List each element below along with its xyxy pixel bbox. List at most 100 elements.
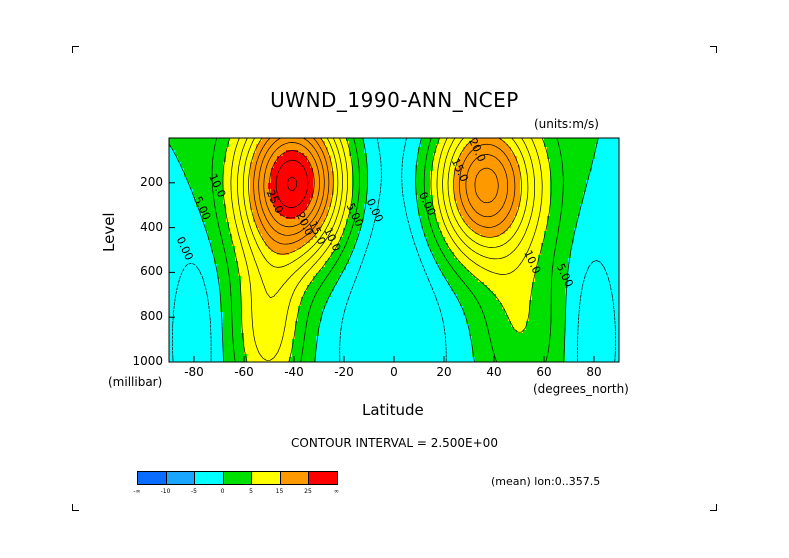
- field-cell: [325, 141, 329, 145]
- field-cell: [343, 321, 347, 325]
- field-cell: [196, 189, 200, 193]
- field-cell: [283, 354, 287, 358]
- field-cell: [274, 264, 278, 268]
- field-cell: [304, 270, 308, 274]
- field-cell: [337, 192, 341, 196]
- field-cell: [238, 261, 242, 265]
- field-cell: [364, 303, 368, 307]
- field-cell: [229, 264, 233, 268]
- field-cell: [172, 273, 176, 277]
- field-cell: [208, 276, 212, 280]
- field-cell: [331, 159, 335, 163]
- field-cell: [169, 150, 173, 154]
- field-cell: [208, 264, 212, 268]
- field-cell: [316, 159, 320, 163]
- field-cell: [169, 348, 173, 352]
- field-cell: [355, 273, 359, 277]
- field-cell: [250, 240, 254, 244]
- field-cell: [286, 345, 290, 349]
- field-cell: [346, 324, 350, 328]
- field-cell: [193, 183, 197, 187]
- field-cell: [256, 159, 260, 163]
- field-cell: [286, 351, 290, 355]
- field-cell: [316, 147, 320, 151]
- field-cell: [217, 222, 221, 226]
- field-cell: [301, 297, 305, 301]
- field-cell: [172, 351, 176, 355]
- field-cell: [277, 267, 281, 271]
- field-cell: [181, 333, 185, 337]
- field-cell: [184, 357, 188, 361]
- field-cell: [334, 144, 338, 148]
- field-cell: [223, 210, 227, 214]
- field-cell: [172, 357, 176, 361]
- field-cell: [340, 306, 344, 310]
- field-cell: [178, 201, 182, 205]
- field-cell: [352, 225, 356, 229]
- field-cell: [247, 156, 251, 160]
- field-cell: [340, 213, 344, 217]
- field-cell: [271, 324, 275, 328]
- field-cell: [220, 336, 224, 340]
- field-cell: [304, 324, 308, 328]
- field-cell: [271, 159, 275, 163]
- field-cell: [301, 138, 305, 142]
- field-cell: [196, 309, 200, 313]
- field-cell: [265, 282, 269, 286]
- field-cell: [307, 174, 311, 178]
- field-cell: [361, 171, 365, 175]
- field-cell: [316, 309, 320, 313]
- field-cell: [169, 303, 173, 307]
- field-cell: [214, 195, 218, 199]
- field-cell: [280, 333, 284, 337]
- field-cell: [346, 243, 350, 247]
- field-cell: [364, 228, 368, 232]
- field-cell: [298, 195, 302, 199]
- field-cell: [286, 165, 290, 169]
- field-cell: [262, 342, 266, 346]
- field-cell: [304, 222, 308, 226]
- field-cell: [184, 279, 188, 283]
- field-cell: [364, 138, 368, 142]
- field-cell: [316, 315, 320, 319]
- field-cell: [328, 252, 332, 256]
- field-cell: [223, 147, 227, 151]
- field-cell: [256, 177, 260, 181]
- field-cell: [307, 156, 311, 160]
- field-cell: [205, 201, 209, 205]
- field-cell: [316, 282, 320, 286]
- field-cell: [217, 180, 221, 184]
- field-cell: [349, 288, 353, 292]
- field-cell: [331, 180, 335, 184]
- field-cell: [301, 216, 305, 220]
- field-cell: [184, 186, 188, 190]
- field-cell: [220, 255, 224, 259]
- field-cell: [202, 282, 206, 286]
- field-cell: [283, 201, 287, 205]
- field-cell: [349, 165, 353, 169]
- field-cell: [250, 348, 254, 352]
- field-cell: [247, 204, 251, 208]
- field-cell: [328, 195, 332, 199]
- field-cell: [325, 228, 329, 232]
- field-cell: [280, 168, 284, 172]
- field-cell: [190, 207, 194, 211]
- field-cell: [331, 312, 335, 316]
- field-cell: [292, 330, 296, 334]
- field-cell: [319, 219, 323, 223]
- field-cell: [265, 186, 269, 190]
- field-cell: [208, 249, 212, 253]
- field-cell: [208, 258, 212, 262]
- field-cell: [277, 156, 281, 160]
- field-cell: [316, 297, 320, 301]
- field-cell: [343, 216, 347, 220]
- field-cell: [256, 246, 260, 250]
- field-cell: [334, 150, 338, 154]
- field-cell: [307, 264, 311, 268]
- field-cell: [358, 159, 362, 163]
- field-cell: [361, 303, 365, 307]
- field-cell: [181, 324, 185, 328]
- field-cell: [175, 330, 179, 334]
- field-cell: [334, 279, 338, 283]
- field-cell: [349, 252, 353, 256]
